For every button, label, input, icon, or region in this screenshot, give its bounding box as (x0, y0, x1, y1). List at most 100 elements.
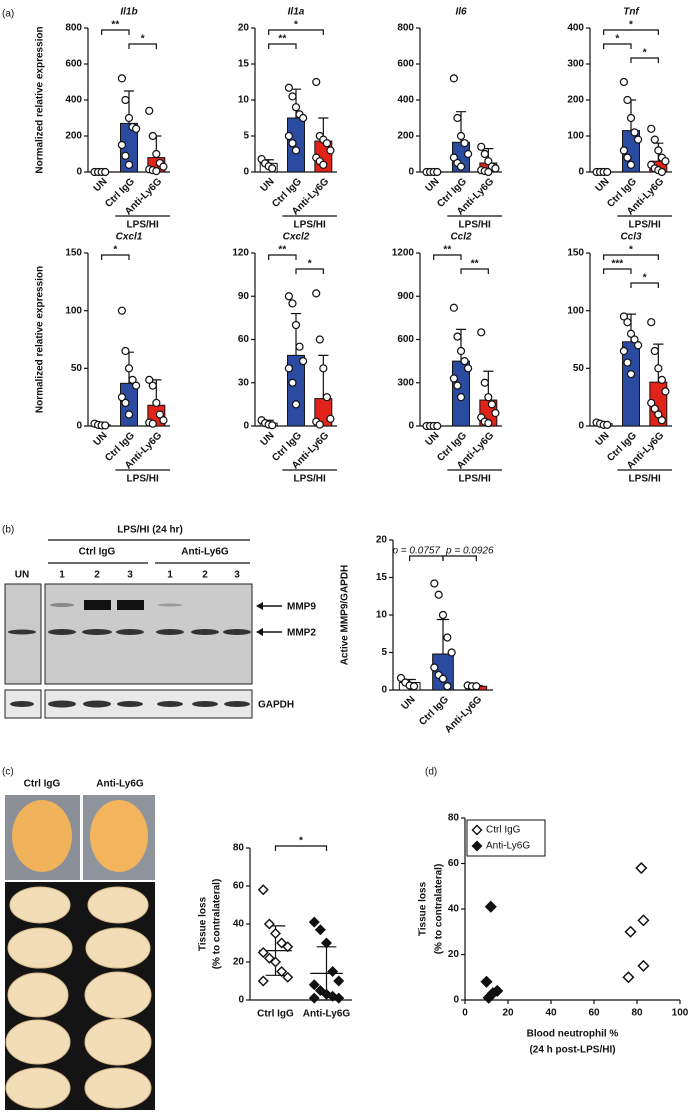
y-tick-label: 600 (65, 59, 82, 70)
data-point (326, 146, 335, 155)
data-point (152, 167, 161, 176)
data-point (124, 113, 134, 123)
data-point (491, 408, 500, 418)
data-point (257, 884, 269, 896)
data-point (333, 975, 345, 987)
data-point (159, 416, 168, 425)
y-tick-label: 40 (448, 904, 460, 915)
y-tick-label: 10 (238, 95, 250, 106)
data-point (433, 167, 442, 177)
sig-bracket (603, 43, 632, 49)
sig-bracket (433, 254, 462, 260)
y-axis-label: Normalized relative expression (35, 26, 46, 173)
data-point (284, 364, 293, 373)
data-point (626, 113, 636, 123)
y-tick-label: 20 (238, 23, 250, 34)
data-point (282, 971, 294, 983)
data-point (443, 682, 452, 691)
x-tick-label: UN (92, 176, 110, 194)
lane-label: 3 (234, 570, 240, 581)
lane-label: 1 (167, 570, 173, 581)
blot-image (44, 689, 253, 719)
data-point (121, 95, 130, 105)
y-axis-label: Tissue loss (198, 896, 209, 951)
legend-label: Ctrl IgG (486, 825, 521, 836)
data-point (634, 135, 643, 144)
data-point (308, 992, 320, 1004)
data-point (661, 157, 670, 166)
x-tick-label: UN (259, 176, 277, 194)
data-point (438, 674, 448, 683)
data-point (626, 370, 636, 379)
data-point (484, 167, 493, 177)
data-point (409, 682, 419, 691)
data-point (603, 167, 612, 177)
x-tick-label: 100 (672, 1008, 689, 1019)
data-point (438, 610, 448, 620)
data-point (487, 400, 496, 409)
data-point (650, 135, 659, 144)
y-axis-label: (% to contralateral) (212, 879, 223, 970)
y-tick-label: 100 (567, 305, 584, 316)
x-tick-label: Ctrl IgG (257, 1009, 294, 1020)
blot-un: UN (15, 570, 29, 581)
data-point (623, 153, 632, 162)
slices (5, 886, 152, 1109)
y-tick-label: 5 (243, 131, 249, 142)
group-label: LPS/HI (127, 474, 159, 485)
blot-title: LPS/HI (24 hr) (117, 525, 183, 536)
legend-label: Anti-Ly6G (486, 841, 530, 852)
lane-label: 2 (94, 570, 100, 581)
band-label: GAPDH (258, 700, 294, 711)
x-tick-label: 60 (588, 1008, 600, 1019)
data-point (484, 393, 493, 402)
data-point (480, 149, 489, 159)
data-point (121, 398, 130, 408)
blot: LPS/HI (24 hr) Ctrl IgG Anti-Ly6G UN 1 2… (4, 525, 316, 719)
x-tick-label: 80 (631, 1008, 643, 1019)
data-point (484, 900, 497, 913)
data-point (128, 375, 137, 384)
y-tick-label: 400 (397, 95, 414, 106)
data-point (637, 914, 650, 927)
data-point (263, 918, 275, 930)
data-point (482, 991, 495, 1004)
data-point (270, 928, 281, 939)
sig-label: p = 0.0926 (445, 546, 494, 557)
y-tick-label: 400 (65, 95, 82, 106)
sig-label: * (629, 245, 633, 256)
y-tick-label: 0 (243, 421, 249, 432)
y-tick-label: 0 (76, 421, 82, 432)
data-point (257, 947, 269, 958)
data-point (291, 146, 301, 155)
y-tick-label: 50 (573, 363, 585, 374)
data-point (453, 381, 462, 390)
legend-marker (471, 824, 483, 836)
y-tick-label: 0 (408, 421, 414, 432)
sig-label: * (141, 34, 145, 45)
y-tick-label: 30 (238, 377, 250, 388)
y-tick-label: 300 (397, 377, 414, 388)
sig-label: *** (611, 259, 623, 270)
data-point (132, 124, 141, 133)
y-tick-label: 150 (65, 248, 82, 259)
data-point (121, 346, 130, 356)
y-tick-label: 100 (65, 305, 82, 316)
data-point (657, 416, 666, 425)
group-label: LPS/HI (629, 474, 661, 485)
y-tick-label: 1200 (392, 248, 415, 259)
data-point (319, 364, 328, 373)
data-point (477, 142, 486, 151)
x-tick-label: UN (594, 430, 612, 448)
sig-label: * (299, 836, 303, 847)
data-point (619, 146, 628, 155)
x-tick-label: 40 (545, 1008, 557, 1019)
group-label: LPS/HI (629, 220, 661, 231)
blot-group: Ctrl IgG (79, 547, 116, 558)
sig-label: ** (278, 34, 286, 45)
data-point (101, 167, 110, 177)
x-tick-label: UN (92, 430, 110, 448)
x-tick-label: UN (259, 430, 277, 448)
y-tick-label: 0 (381, 685, 387, 696)
